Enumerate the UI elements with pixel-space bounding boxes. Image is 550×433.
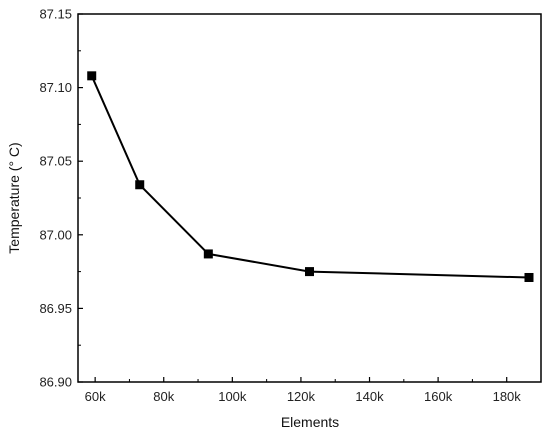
y-axis-title: Temperature (° C) [6,142,22,253]
data-point-marker [305,267,314,277]
x-tick-label: 120k [287,389,316,404]
series-markers [87,71,534,282]
plot-frame [77,13,542,383]
x-axis-title: Elements [281,414,339,430]
x-tick-label: 160k [424,389,453,404]
y-tick-label: 86.95 [39,301,72,316]
x-tick-label: 80k [153,389,174,404]
y-tick-label: 87.15 [39,7,72,22]
y-tick-label: 87.05 [39,154,72,169]
data-point-marker [203,249,213,259]
y-tick-label: 87.10 [39,80,72,95]
x-tick-label: 60k [85,389,106,404]
x-tick-label: 100k [218,389,247,404]
data-point-marker [135,180,145,190]
series-line [90,75,530,279]
x-tick-label: 140k [355,389,384,404]
x-tick-label: 180k [493,389,522,404]
y-tick-label: 87.00 [39,227,72,242]
data-point-marker [87,71,97,81]
y-tick-label: 86.90 [39,375,72,390]
axis-ticks: 60k 80k 100k 120k 140k 160k 180k 86.90 86.95 87.0… [39,7,521,405]
data-point-marker [524,272,534,282]
